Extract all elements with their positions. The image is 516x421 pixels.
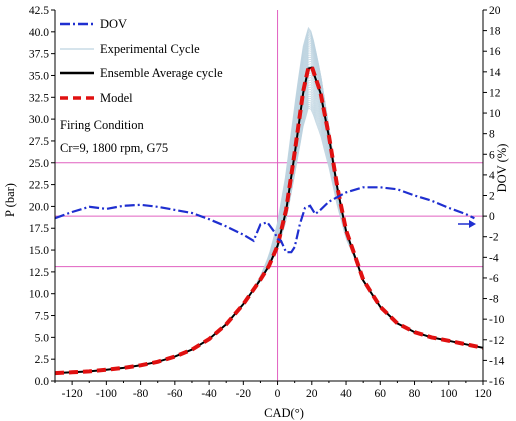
y-left-tick-label: 20.0 <box>29 201 49 213</box>
legend-model-label: Model <box>100 91 133 105</box>
y-left-tick-label: 37.5 <box>29 49 49 61</box>
annotation-parameters: Cr=9, 1800 rpm, G75 <box>60 141 168 155</box>
y-right-axis-title: DOV (%) <box>495 144 509 193</box>
y-right-tick-label: 8 <box>489 129 495 141</box>
axes <box>51 9 487 385</box>
y-left-tick-label: 32.5 <box>29 92 49 104</box>
y-left-tick-label: 2.5 <box>35 354 50 366</box>
model-line <box>54 64 484 376</box>
y-left-tick-label: 0.0 <box>35 376 50 388</box>
y-right-tick-label: 4 <box>489 170 495 182</box>
y-left-tick-label: 25.0 <box>29 158 49 170</box>
x-tick-label: 120 <box>474 388 492 400</box>
dov-arrow-head <box>469 220 476 228</box>
x-tick-label: -20 <box>236 388 252 400</box>
y-right-tick-label: 10 <box>489 108 501 120</box>
x-tick-label: 60 <box>375 388 387 400</box>
x-tick-label: -60 <box>167 388 183 400</box>
x-tick-label: 80 <box>409 388 421 400</box>
y-left-tick-label: 30.0 <box>29 114 49 126</box>
x-axis-title: CAD(°) <box>264 406 304 420</box>
y-right-tick-label: -10 <box>489 314 505 326</box>
tick-labels: -120 -100 -80 -60 -40 -20 0 20 40 60 80 100 1200.02.… <box>29 5 505 400</box>
y-right-tick-label: -4 <box>489 252 499 264</box>
y-right-tick-label: -14 <box>489 355 505 367</box>
y-right-tick-label: -12 <box>489 335 505 347</box>
y-left-tick-label: 15.0 <box>29 245 49 257</box>
y-left-tick-label: 10.0 <box>29 289 49 301</box>
y-right-tick-label: 12 <box>489 87 501 99</box>
x-tick-label: 20 <box>306 388 318 400</box>
x-tick-label: 0 <box>275 388 281 400</box>
y-right-tick-label: -6 <box>489 273 499 285</box>
y-right-tick-label: 14 <box>489 67 501 79</box>
y-left-tick-label: 27.5 <box>29 136 49 148</box>
y-left-axis-title: P (bar) <box>3 183 17 217</box>
y-left-tick-label: 42.5 <box>29 5 49 17</box>
legend: DOV Experimental Cycle Ensemble Average … <box>60 17 223 105</box>
dov-axis-arrow <box>458 220 476 228</box>
y-left-tick-label: 7.5 <box>35 311 50 323</box>
y-right-tick-label: 0 <box>489 211 495 223</box>
y-right-tick-label: 2 <box>489 191 495 203</box>
x-tick-label: -100 <box>96 388 117 400</box>
legend-experimental-label: Experimental Cycle <box>100 42 200 56</box>
x-tick-label: -120 <box>62 388 83 400</box>
y-right-tick-label: 16 <box>489 46 501 58</box>
y-right-tick-label: 18 <box>489 26 501 38</box>
y-left-tick-label: 17.5 <box>29 223 49 235</box>
legend-dov-label: DOV <box>100 17 127 31</box>
annotation-condition: Firing Condition <box>60 118 144 132</box>
legend-ensemble-label: Ensemble Average cycle <box>100 66 223 80</box>
y-left-tick-label: 22.5 <box>29 180 49 192</box>
y-left-tick-label: 35.0 <box>29 70 49 82</box>
y-right-tick-label: -8 <box>489 294 499 306</box>
y-right-tick-label: 20 <box>489 5 501 17</box>
y-right-tick-label: 6 <box>489 149 495 161</box>
series-lines <box>54 64 484 376</box>
y-left-tick-label: 5.0 <box>35 332 50 344</box>
y-right-tick-label: -2 <box>489 232 499 244</box>
y-left-tick-label: 40.0 <box>29 27 49 39</box>
x-tick-label: -40 <box>201 388 217 400</box>
y-left-tick-label: 12.5 <box>29 267 49 279</box>
y-right-tick-label: -16 <box>489 376 505 388</box>
x-tick-label: 40 <box>340 388 352 400</box>
x-tick-label: -80 <box>133 388 149 400</box>
x-tick-label: 100 <box>440 388 458 400</box>
